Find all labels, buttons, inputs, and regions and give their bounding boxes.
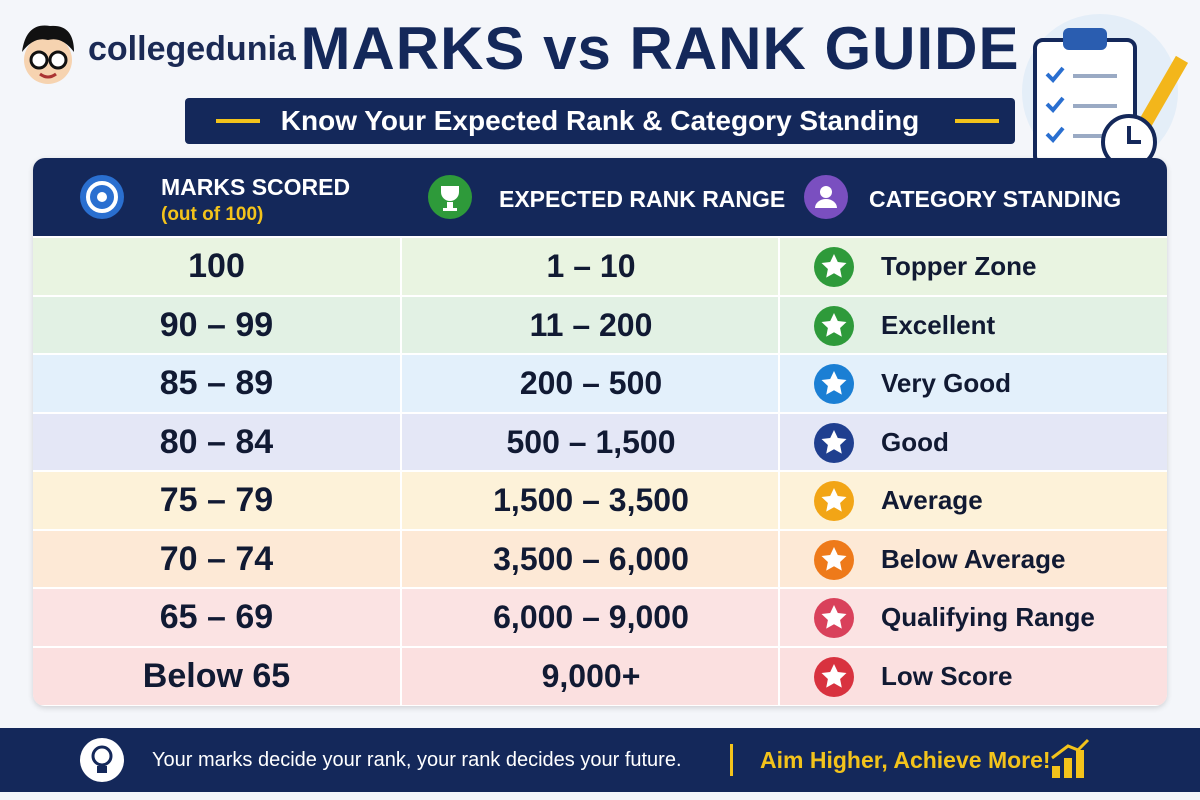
standing-cell: Good (881, 426, 949, 457)
table-header: MARKS SCORED (out of 100) EXPECTED RANK … (33, 158, 1167, 236)
standing-cell: Average (881, 485, 983, 515)
cell-divider (778, 647, 780, 705)
decor-line (216, 119, 260, 123)
user-icon (804, 175, 848, 219)
marks-cell: 90 – 99 (159, 305, 274, 344)
rank-cell: 3,500 – 6,000 (400, 530, 780, 588)
star-icon (814, 422, 854, 463)
cell-divider (778, 472, 780, 529)
rank-cell: 200 – 500 (400, 355, 780, 412)
standing-cell: Low Score (881, 660, 1013, 691)
star-icon (814, 539, 854, 580)
subtitle: Know Your Expected Rank & Category Stand… (280, 105, 920, 136)
star-icon (814, 481, 854, 521)
marks-cell: 75 – 79 (159, 481, 274, 519)
table-row: 90 – 99 11 – 200 Excellent (33, 294, 1167, 354)
standing-cell: Very Good (881, 368, 1012, 398)
star-icon (814, 305, 854, 346)
cell-divider (778, 530, 780, 588)
standing-cell: Below Average (881, 543, 1066, 574)
rank-cell: 6,000 – 9,000 (400, 589, 780, 646)
table-row: Below 65 9,000+ Low Score (33, 645, 1167, 705)
table: MARKS SCORED (out of 100) EXPECTED RANK … (33, 158, 1167, 706)
cell-divider (778, 413, 780, 471)
marks-cell: Below 65 (142, 656, 291, 695)
star-icon (814, 364, 854, 404)
table-row: 80 – 84 500 – 1,500 Good (33, 411, 1167, 471)
rank-cell: 11 – 200 (400, 296, 780, 354)
rank-cell: 1 – 10 (400, 238, 780, 295)
marks-cell: 70 – 74 (159, 539, 274, 578)
decor-line (955, 119, 999, 123)
table-row: 75 – 79 1,500 – 3,500 Average (33, 470, 1167, 529)
bulb-icon (80, 738, 124, 782)
marks-cell: 100 (188, 247, 245, 285)
footer-tagline: Your marks decide your rank, your rank d… (152, 749, 682, 771)
column-header: CATEGORY STANDING (869, 186, 1122, 212)
star-icon (814, 656, 854, 697)
cell-divider (778, 589, 780, 646)
cell-divider (778, 296, 780, 354)
subtitle-bar (185, 98, 1015, 144)
cell-divider (778, 355, 780, 412)
star-icon (814, 598, 854, 638)
column-header: EXPECTED RANK RANGE (499, 186, 786, 212)
trophy-icon (428, 175, 472, 219)
target-icon (80, 175, 124, 219)
clipboard-icon (1022, 14, 1189, 170)
table-row: 100 1 – 10 Topper Zone (33, 236, 1167, 295)
star-icon (814, 247, 854, 287)
standing-cell: Excellent (881, 309, 996, 340)
cell-divider (778, 238, 780, 295)
standing-cell: Qualifying Range (881, 602, 1095, 632)
brand: collegedunia (88, 30, 296, 68)
table-row: 85 – 89 200 – 500 Very Good (33, 353, 1167, 412)
rank-cell: 500 – 1,500 (400, 413, 780, 471)
footer-slogan: Aim Higher, Achieve More! (760, 747, 1051, 773)
standing-cell: Topper Zone (881, 251, 1037, 281)
footer-divider (730, 744, 733, 776)
column-note: (out of 100) (161, 204, 264, 225)
footer (0, 728, 1200, 792)
table-row: 65 – 69 6,000 – 9,000 Qualifying Range (33, 587, 1167, 646)
marks-cell: 65 – 69 (159, 598, 274, 636)
logo-icon (22, 25, 74, 84)
marks-cell: 80 – 84 (159, 422, 274, 461)
marks-cell: 85 – 89 (159, 364, 274, 402)
rank-cell: 1,500 – 3,500 (400, 472, 780, 529)
growth-icon (1051, 738, 1090, 778)
column-header: MARKS SCORED (161, 174, 351, 200)
table-row: 70 – 74 3,500 – 6,000 Below Average (33, 528, 1167, 588)
title: MARKS vs RANK GUIDE (300, 15, 1020, 82)
rank-cell: 9,000+ (400, 647, 780, 705)
